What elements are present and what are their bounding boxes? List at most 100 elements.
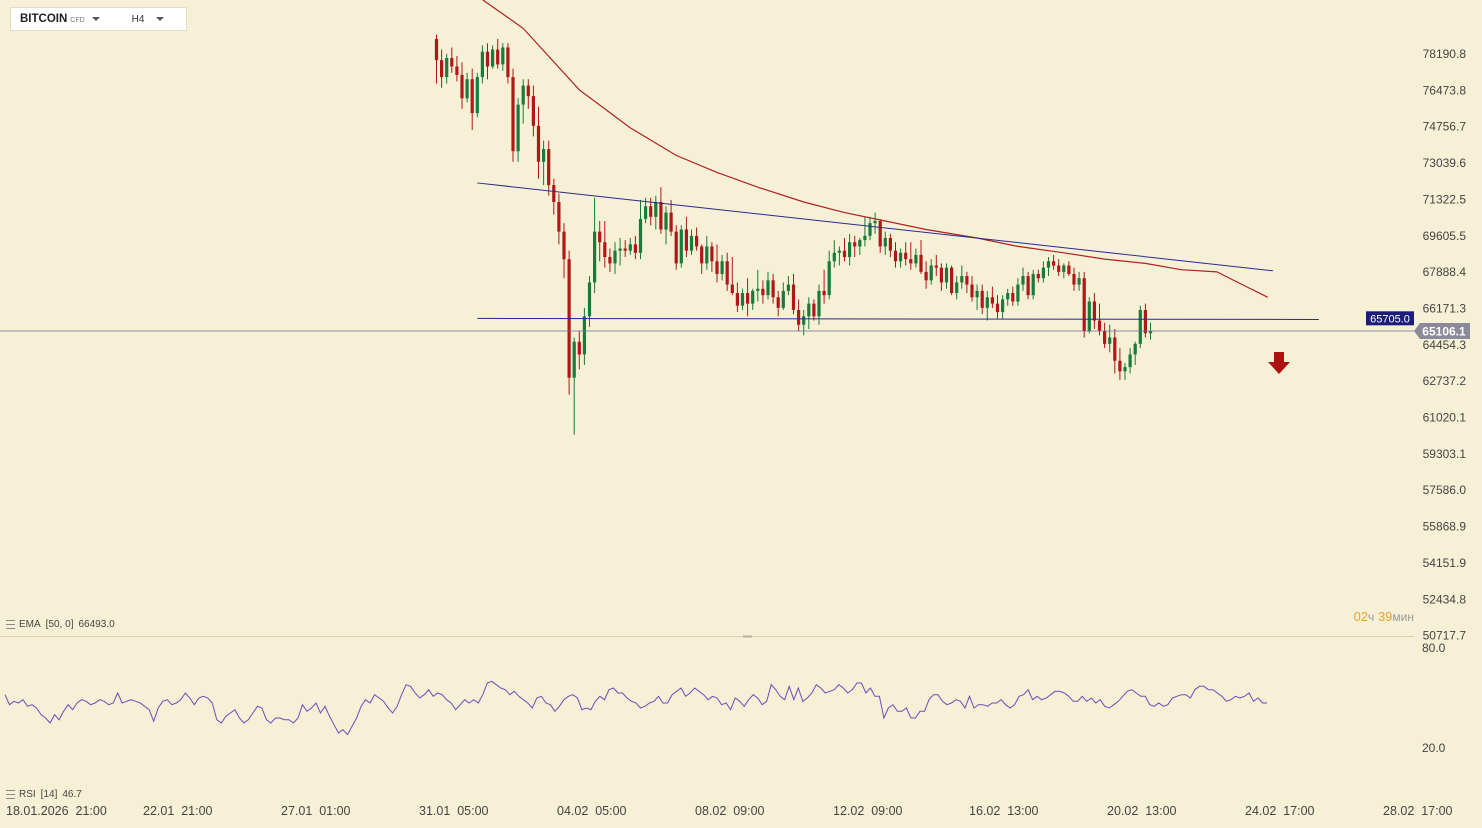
candle-body[interactable] <box>914 254 918 264</box>
candle-body[interactable] <box>1108 337 1112 344</box>
candle-body[interactable] <box>608 257 612 264</box>
candle-body[interactable] <box>1113 337 1117 361</box>
candle-body[interactable] <box>644 206 648 219</box>
candle-body[interactable] <box>700 246 704 264</box>
candle-body[interactable] <box>985 297 989 308</box>
candle-body[interactable] <box>1046 261 1051 268</box>
candle-body[interactable] <box>929 265 933 281</box>
candle-body[interactable] <box>1006 293 1010 300</box>
candle-body[interactable] <box>598 231 602 243</box>
candle-body[interactable] <box>547 149 551 186</box>
candle-body[interactable] <box>450 58 454 67</box>
candle-body[interactable] <box>526 85 530 97</box>
candle-body[interactable] <box>955 282 959 294</box>
candle-body[interactable] <box>863 235 867 241</box>
candle-body[interactable] <box>1082 278 1086 332</box>
candle-body[interactable] <box>506 47 510 78</box>
candle-body[interactable] <box>746 293 750 304</box>
candle-body[interactable] <box>455 66 459 75</box>
candle-body[interactable] <box>868 223 872 236</box>
ema-menu-icon[interactable] <box>6 620 15 629</box>
trendlines[interactable] <box>477 182 1319 320</box>
candle-body[interactable] <box>475 77 479 114</box>
candle-body[interactable] <box>480 51 484 78</box>
time-axis[interactable]: 18.01.2026 21:00 22.01 21:00 27.01 01:00 31… <box>6 804 1453 818</box>
candle-body[interactable] <box>1097 320 1102 332</box>
candle-body[interactable] <box>817 290 821 317</box>
candle-body[interactable] <box>613 250 617 264</box>
candle-body[interactable] <box>659 201 663 230</box>
candle-body[interactable] <box>771 280 775 298</box>
candle-body[interactable] <box>531 96 535 126</box>
candle-body[interactable] <box>1052 261 1056 266</box>
candle-body[interactable] <box>725 261 729 285</box>
candle-body[interactable] <box>557 201 561 232</box>
candle-body[interactable] <box>995 303 1000 313</box>
candle-body[interactable] <box>1001 299 1005 313</box>
rsi-menu-icon[interactable] <box>6 790 15 799</box>
candle-body[interactable] <box>470 79 474 114</box>
candle-body[interactable] <box>491 49 495 67</box>
candle-body[interactable] <box>751 290 755 304</box>
candle-body[interactable] <box>853 242 857 247</box>
candle-body[interactable] <box>1092 301 1096 321</box>
candle-body[interactable] <box>858 240 862 247</box>
candle-body[interactable] <box>965 276 969 285</box>
candle-body[interactable] <box>735 293 739 306</box>
candle-body[interactable] <box>842 250 847 258</box>
candle-body[interactable] <box>873 221 877 224</box>
candle-body[interactable] <box>516 104 520 152</box>
candle-body[interactable] <box>603 242 607 258</box>
candle-body[interactable] <box>496 49 500 65</box>
timeframe-value[interactable]: H4 <box>131 13 145 25</box>
candle-body[interactable] <box>715 261 719 274</box>
candle-body[interactable] <box>781 290 785 308</box>
candle-body[interactable] <box>618 248 622 251</box>
candle-body[interactable] <box>542 149 546 162</box>
candle-body[interactable] <box>572 341 576 378</box>
candle-body[interactable] <box>899 252 903 262</box>
candle-body[interactable] <box>710 246 714 262</box>
candle-body[interactable] <box>628 244 632 251</box>
candle-body[interactable] <box>536 125 541 162</box>
candle-body[interactable] <box>1062 265 1066 272</box>
candle-body[interactable] <box>720 261 724 274</box>
candle-body[interactable] <box>1123 367 1127 372</box>
candle-body[interactable] <box>654 201 658 217</box>
candle-body[interactable] <box>776 297 780 308</box>
candle-body[interactable] <box>939 267 943 283</box>
candle-body[interactable] <box>664 212 668 230</box>
candle-body[interactable] <box>934 265 938 268</box>
candle-body[interactable] <box>593 231 597 283</box>
symbol-name[interactable]: BITCOIN <box>20 13 68 25</box>
candle-body[interactable] <box>832 252 836 262</box>
candle-body[interactable] <box>878 221 882 247</box>
candle-body[interactable] <box>1148 330 1153 334</box>
candle-body[interactable] <box>669 212 673 232</box>
candle-body[interactable] <box>1036 273 1040 279</box>
candle-body[interactable] <box>980 290 984 308</box>
candle-body[interactable] <box>501 47 505 65</box>
candle-body[interactable] <box>674 231 678 264</box>
candle-body[interactable] <box>827 261 831 296</box>
candle-body[interactable] <box>1031 273 1035 296</box>
candle-body[interactable] <box>1021 276 1025 285</box>
candle-body[interactable] <box>1026 276 1030 296</box>
candle-body[interactable] <box>649 206 653 217</box>
candle-body[interactable] <box>791 284 796 310</box>
candle-body[interactable] <box>975 290 979 298</box>
candle-body[interactable] <box>1087 301 1091 332</box>
candle-body[interactable] <box>689 235 694 251</box>
candle-body[interactable] <box>577 341 581 355</box>
candle-body[interactable] <box>440 60 444 78</box>
candle-body[interactable] <box>990 297 994 304</box>
candle-body[interactable] <box>460 74 464 99</box>
candle-body[interactable] <box>582 316 586 355</box>
timeframe-dropdown-chevron-icon[interactable] <box>156 17 165 21</box>
candles[interactable] <box>434 34 1153 435</box>
candle-body[interactable] <box>950 267 954 294</box>
candle-body[interactable] <box>848 242 852 258</box>
candle-body[interactable] <box>1143 309 1147 334</box>
candle-body[interactable] <box>434 38 439 61</box>
